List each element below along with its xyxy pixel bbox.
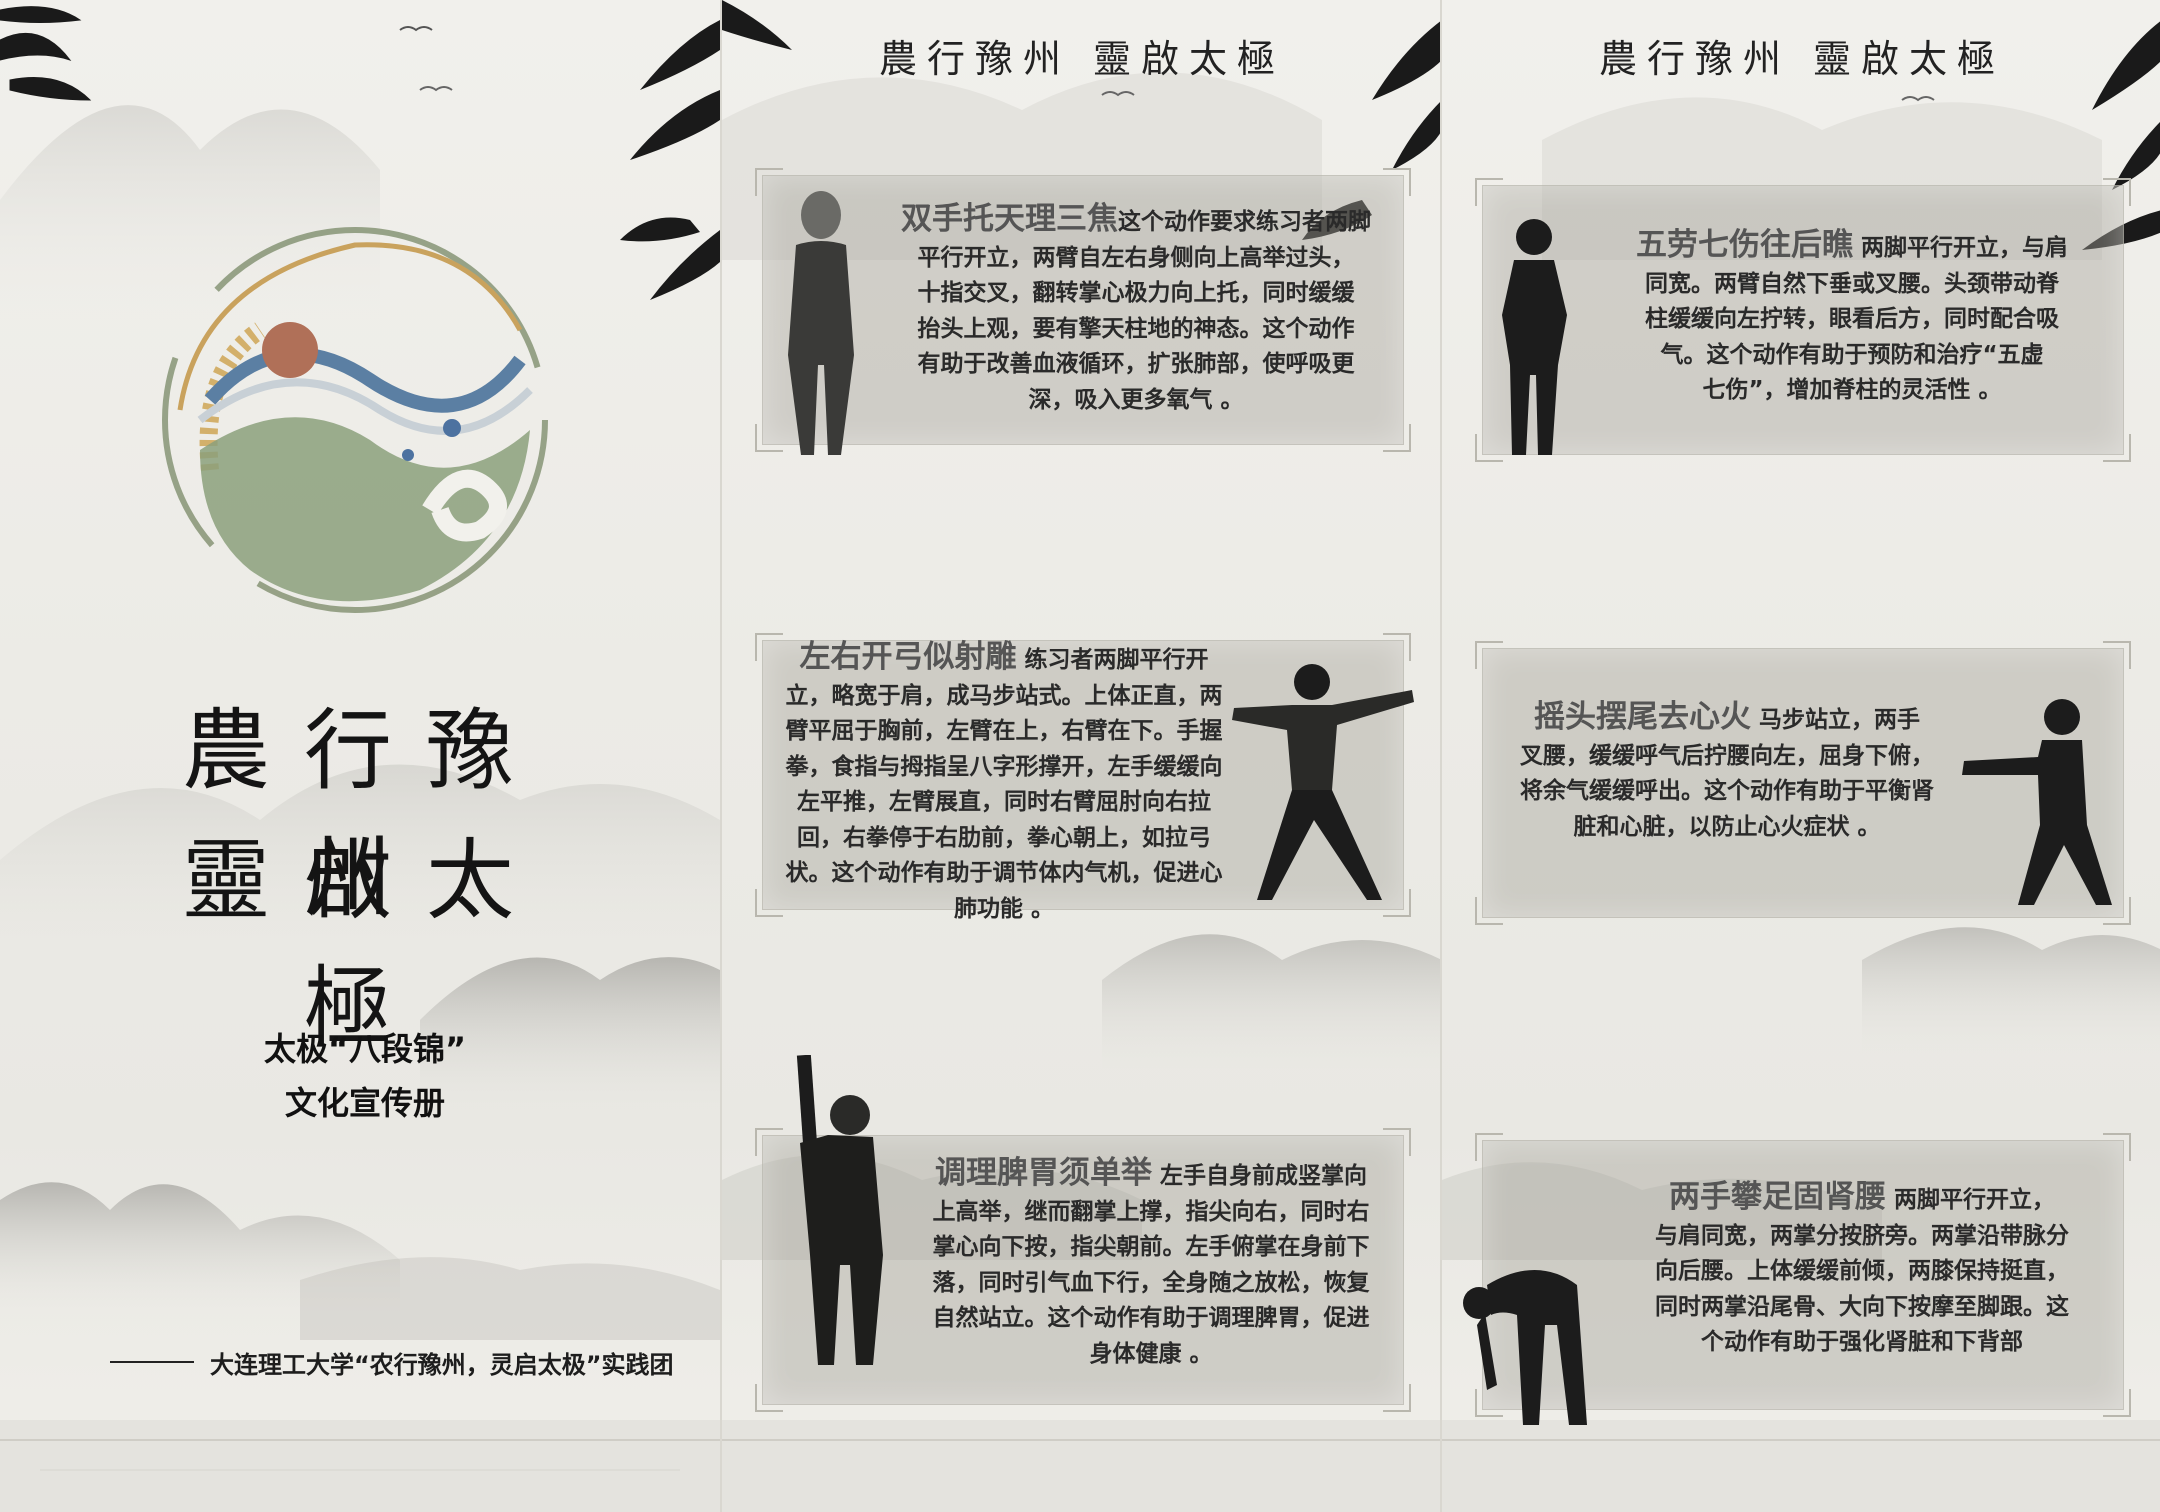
- section2-heading: 左右开弓似射雕: [799, 639, 1017, 675]
- section3-text: 调理脾胃须单举 左手自身前成竖掌向 上高举，继而翻掌上撑，指尖向右，同时右 掌心…: [906, 1155, 1396, 1372]
- section6-line: 两脚平行开立，: [1885, 1187, 2055, 1213]
- ink-landscape-background: [1442, 21, 2160, 1512]
- cover-subtitle-line1: 太极“八段锦”: [263, 1030, 467, 1068]
- credit-dash: [110, 1361, 194, 1363]
- figure-looking-back-icon: [1502, 219, 1567, 455]
- section4-heading: 五劳七伤往后瞧: [1635, 227, 1853, 263]
- section4-line: 气。这个动作有助于预防和治疗“五虚: [1660, 341, 2044, 368]
- movements-panel-3: 農行豫州 靈啟太極 五劳七伤往后瞧 两脚平行开立，与肩 同宽。两臂自然下垂或叉腰…: [1440, 0, 2160, 1512]
- section3-line: 落，同时引气血下行，全身随之放松，恢复: [932, 1269, 1370, 1296]
- section2-line: 状。这个动作有助于调节体内气机，促进心: [785, 860, 1223, 886]
- section1-line: 平行开立，两臂自左右身侧向上高举过头，: [917, 244, 1355, 271]
- section2-line: 左平推，左臂展直，同时右臂屈肘向右拉: [797, 789, 1211, 815]
- section4-line: 同宽。两臂自然下垂或叉腰。头颈带动脊: [1645, 270, 2059, 297]
- section4-line: 七伤”，增加脊柱的灵活性 。: [1702, 377, 2002, 403]
- figure-horse-stance-icon: [1962, 699, 2112, 905]
- figure-bending-forward-icon: [1463, 1270, 1587, 1425]
- figure-one-arm-raised-icon: [796, 1055, 883, 1365]
- movements-panel-2: 農行豫州 靈啟太極 双手托天理三焦这个动作要求练习者两脚 平行开立，两臂自左右身…: [720, 0, 1442, 1512]
- section-box-1: [755, 168, 1411, 452]
- figure-archer-pose-icon: [1232, 664, 1414, 900]
- section1-text: 双手托天理三焦这个动作要求练习者两脚 平行开立，两臂自左右身侧向上高举过头， 十…: [870, 201, 1402, 418]
- cover-title-line1: 農行豫州: [181, 699, 548, 929]
- section-box-5: [1475, 641, 2131, 925]
- section2-line: 拳，食指与拇指呈八字形撑开，左手缓缓向: [785, 753, 1223, 780]
- section5-line: 将余气缓缓呼出。这个动作有助于平衡肾: [1520, 778, 1934, 804]
- section2-line: 立，略宽于肩，成马步站式。上体正直，两: [785, 682, 1223, 709]
- section6-line: 同时两掌沿尾骨、大向下按摩至脚跟。这: [1655, 1293, 2069, 1320]
- section5-line: 叉腰，缓缓呼气后拧腰向左，屈身下俯，: [1520, 742, 1934, 769]
- section3-line: 自然站立。这个动作有助于调理脾胃，促进: [932, 1305, 1370, 1331]
- cover-title-line2: 靈啟太極: [181, 829, 548, 1059]
- ink-landscape-background: [0, 6, 720, 1512]
- credit-text: 大连理工大学“农行豫州，灵启太极”实践团: [210, 1351, 674, 1379]
- section1-line: 深，吸入更多氧气 。: [1028, 386, 1244, 413]
- section1-line: 十指交叉，翻转掌心极力向上托，同时缓缓: [917, 280, 1355, 306]
- section1-line: 这个动作要求练习者两脚: [1118, 209, 1371, 235]
- taiji-logo: [162, 227, 548, 613]
- section-box-6: [1475, 1133, 2131, 1417]
- section3-line: 掌心向下按，指尖朝前。左手俯掌在身前下: [932, 1234, 1370, 1260]
- cover-subtitle-line2: 文化宣传册: [284, 1084, 445, 1122]
- section4-line: 柱缓缓向左拧转，眼看后方，同时配合吸: [1645, 306, 2059, 332]
- section1-line: 有助于改善血液循环，扩张肺部，使呼吸更: [917, 351, 1355, 377]
- section3-line: 左手自身前成竖掌向: [1151, 1163, 1367, 1189]
- section3-line: 身体健康 。: [1089, 1340, 1213, 1367]
- section6-line: 向后腰。上体缓缓前倾，两膝保持挺直，: [1655, 1258, 2069, 1284]
- section4-line: 两脚平行开立，与肩: [1852, 235, 2068, 261]
- section2-line: 臂平屈于胸前，左臂在上，右臂在下。手握: [785, 718, 1223, 744]
- section4-text: 五劳七伤往后瞧 两脚平行开立，与肩 同宽。两臂自然下垂或叉腰。头颈带动脊 柱缓缓…: [1592, 227, 2112, 409]
- section1-line: 抬头上观，要有擎天柱地的神态。这个动作: [917, 315, 1355, 342]
- section6-line: 与肩同宽，两掌分按脐旁。两掌沿带脉分: [1655, 1222, 2069, 1249]
- section6-line: 个动作有助于强化肾脏和下背部: [1701, 1329, 2023, 1355]
- section5-line: 脏和心脏，以防止心火症状 。: [1573, 813, 1881, 840]
- panel2-header: 農行豫州 靈啟太極: [878, 37, 1286, 81]
- section5-text: 摇头摆尾去心火 马步站立，两手 叉腰，缓缓呼气后拧腰向左，屈身下俯， 将余气缓缓…: [1492, 699, 1962, 845]
- section2-line: 练习者两脚平行开: [1016, 647, 1209, 673]
- section3-line: 上高举，继而翻掌上撑，指尖向右，同时右: [932, 1198, 1370, 1225]
- section5-line: 马步站立，两手: [1750, 707, 1920, 733]
- section6-heading: 两手攀足固肾腰: [1668, 1179, 1886, 1215]
- figure-standing-arms-down-icon: [788, 191, 854, 455]
- section1-heading: 双手托天理三焦: [901, 201, 1118, 237]
- section-box-4: [1475, 178, 2131, 462]
- section3-heading: 调理脾胃须单举: [934, 1155, 1152, 1191]
- cover-panel: 農行豫州 靈啟太極 太极“八段锦” 文化宣传册 大连理工大学“农行豫州，灵启太极…: [0, 0, 720, 1512]
- section2-line: 回，右拳停于右肋前，拳心朝上，如拉弓: [797, 824, 1211, 851]
- section6-text: 两手攀足固肾腰 两脚平行开立， 与肩同宽，两掌分按脐旁。两掌沿带脉分 向后腰。上…: [1607, 1179, 2117, 1361]
- section2-line: 肺功能 。: [953, 895, 1054, 922]
- section5-heading: 摇头摆尾去心火: [1533, 699, 1751, 735]
- panel3-header: 農行豫州 靈啟太極: [1598, 37, 2006, 81]
- section2-text: 左右开弓似射雕 练习者两脚平行开 立，略宽于肩，成马步站式。上体正直，两 臂平屈…: [764, 639, 1244, 927]
